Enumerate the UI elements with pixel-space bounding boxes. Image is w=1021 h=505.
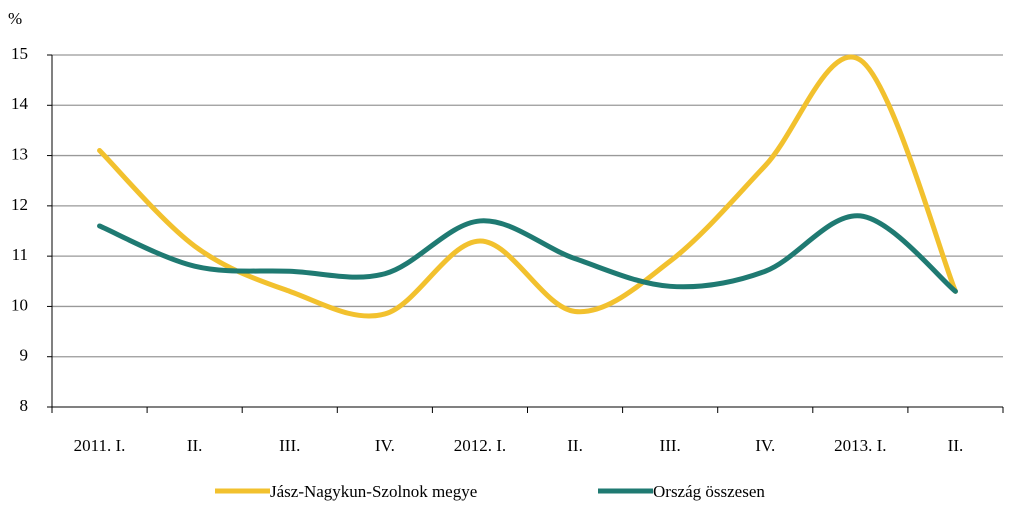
- y-tick-label: 10: [11, 295, 28, 314]
- y-tick-label: 14: [11, 94, 29, 113]
- y-axis-label: %: [8, 9, 22, 28]
- x-tick-label: IV.: [375, 436, 395, 455]
- x-tick-label: III.: [660, 436, 681, 455]
- x-tick-label: III.: [279, 436, 300, 455]
- x-tick-label: II.: [187, 436, 203, 455]
- y-tick-label: 9: [20, 346, 29, 365]
- y-tick-label: 15: [11, 44, 28, 63]
- x-tick-label: 2011. I.: [74, 436, 126, 455]
- x-tick-label: IV.: [755, 436, 775, 455]
- x-tick-label: 2013. I.: [834, 436, 886, 455]
- legend-label: Ország összesen: [653, 482, 765, 501]
- x-tick-label: 2012. I.: [454, 436, 506, 455]
- x-tick-label: II.: [567, 436, 583, 455]
- x-tick-label: II.: [948, 436, 964, 455]
- y-tick-label: 13: [11, 144, 28, 163]
- y-tick-label: 12: [11, 195, 28, 214]
- legend-label: Jász-Nagykun-Szolnok megye: [270, 482, 477, 501]
- y-tick-label: 8: [20, 396, 29, 415]
- series-line: [97, 54, 958, 319]
- series-line: [97, 213, 958, 294]
- y-tick-label: 11: [12, 245, 28, 264]
